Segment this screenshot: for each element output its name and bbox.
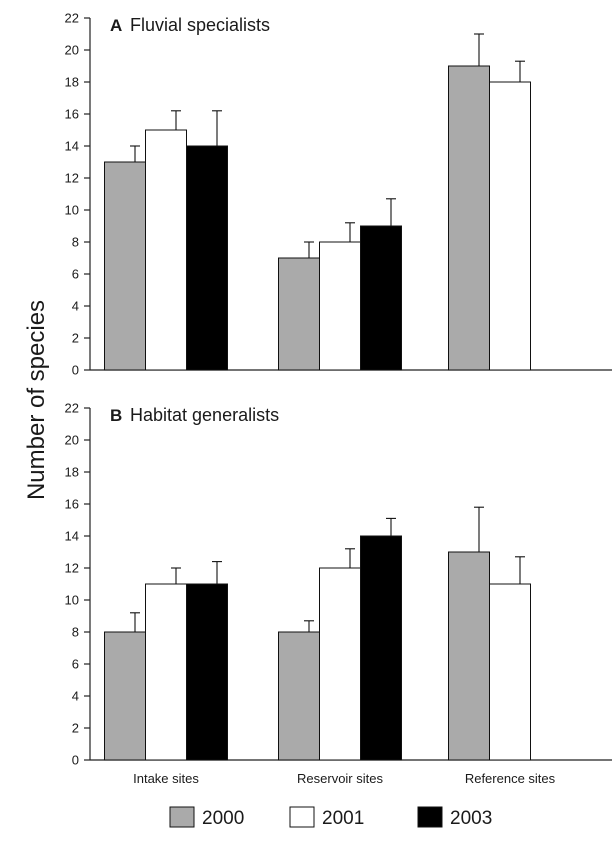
- panel-letter: B: [110, 406, 122, 425]
- panel-title: Habitat generalists: [130, 405, 279, 425]
- y-tick-label: 8: [72, 625, 79, 640]
- bar-2003-0: [186, 145, 228, 371]
- y-tick-label: 4: [72, 689, 79, 704]
- y-tick-label: 14: [65, 139, 79, 154]
- y-tick-label: 8: [72, 235, 79, 250]
- panel-b: 0 2 4 6 8 10 12 14 16 18 20 22 B Habitat generalists: [65, 401, 612, 768]
- bar-2001-1: [319, 241, 361, 371]
- panel-letter: A: [110, 16, 122, 35]
- bar-2001-0: [145, 129, 187, 371]
- category-label: Reference sites: [465, 771, 556, 786]
- panel-a: 0 2 4 6 8 10 12 14 16 18 20 22 A Fluvial specialists: [65, 11, 612, 378]
- legend-label: 2000: [202, 808, 244, 829]
- bar-2000-2: [448, 551, 490, 761]
- bar-2003-0: [186, 583, 228, 761]
- bar-2000-1: [278, 631, 320, 761]
- y-tick-label: 20: [65, 433, 79, 448]
- y-tick-label: 2: [72, 721, 79, 736]
- legend: 2000 2001 2003: [169, 806, 492, 829]
- y-tick-label: 6: [72, 267, 79, 282]
- bar-2000-1: [278, 257, 320, 371]
- y-tick-label: 10: [65, 593, 79, 608]
- bar-2000-2: [448, 65, 490, 371]
- bar-2001-2: [489, 583, 531, 761]
- legend-swatch-2001: [289, 806, 315, 828]
- y-tick-label: 16: [65, 497, 79, 512]
- category-label: Intake sites: [133, 771, 199, 786]
- bar-2003-1: [360, 535, 402, 761]
- y-tick-label: 4: [72, 299, 79, 314]
- bar-2001-1: [319, 567, 361, 761]
- panel-title: Fluvial specialists: [130, 15, 270, 35]
- y-tick-label: 22: [65, 11, 79, 26]
- legend-swatch-2000: [169, 806, 195, 828]
- legend-label: 2001: [322, 808, 364, 829]
- bar-2000-0: [104, 161, 146, 371]
- bar-2001-2: [489, 81, 531, 371]
- y-tick-label: 12: [65, 171, 79, 186]
- legend-label: 2003: [450, 808, 492, 829]
- category-labels: Intake sites Reservoir sites Reference sit…: [133, 771, 556, 786]
- y-tick-label: 18: [65, 465, 79, 480]
- bar-2003-1: [360, 225, 402, 371]
- bar-2000-0: [104, 631, 146, 761]
- y-tick-label: 18: [65, 75, 79, 90]
- bar-2001-0: [145, 583, 187, 761]
- y-axis-label: Number of species: [23, 300, 50, 500]
- y-tick-label: 16: [65, 107, 79, 122]
- y-tick-label: 22: [65, 401, 79, 416]
- y-tick-label: 20: [65, 43, 79, 58]
- category-label: Reservoir sites: [297, 771, 383, 786]
- y-tick-label: 6: [72, 657, 79, 672]
- y-tick-label: 14: [65, 529, 79, 544]
- y-tick-label: 12: [65, 561, 79, 576]
- y-tick-label: 2: [72, 331, 79, 346]
- y-tick-label: 0: [72, 363, 79, 378]
- legend-swatch-2003: [417, 806, 443, 828]
- y-tick-label: 10: [65, 203, 79, 218]
- y-tick-label: 0: [72, 753, 79, 768]
